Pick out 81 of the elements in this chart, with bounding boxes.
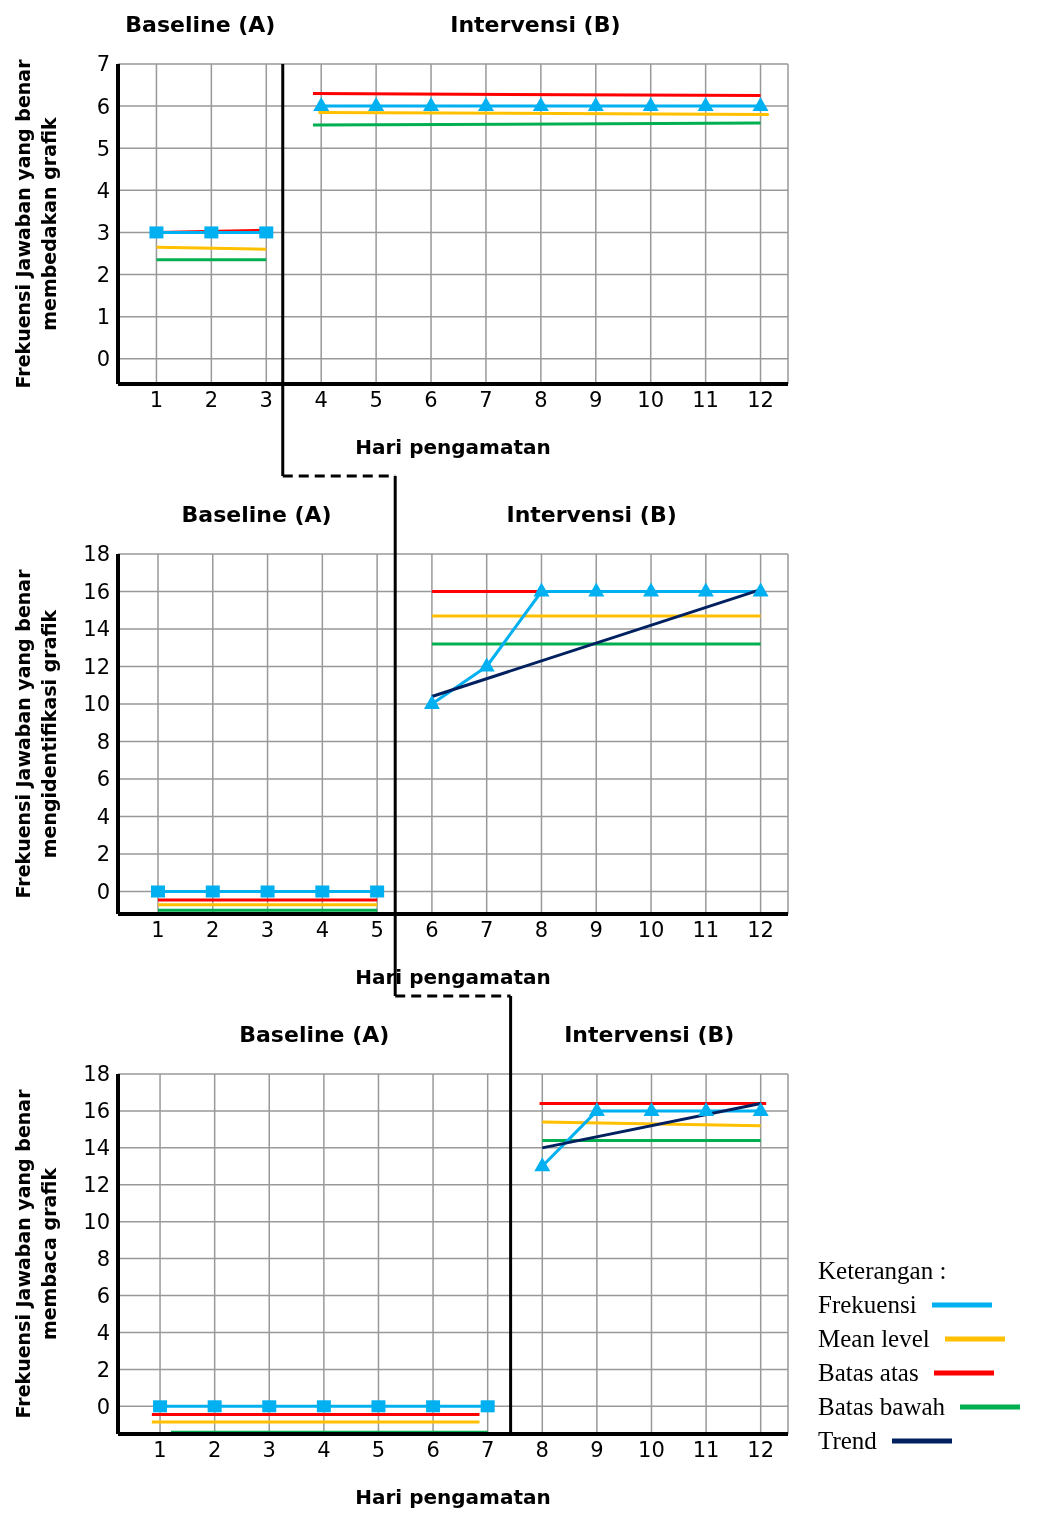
x-tick-label: 4 (317, 1437, 331, 1462)
x-tick-label: 6 (424, 387, 438, 412)
y-tick-label: 2 (96, 842, 110, 867)
text: Intervensi (B) (449, 12, 622, 37)
y-tick-label: 2 (96, 262, 110, 287)
x-tick-label: 9 (590, 1437, 604, 1462)
y-tick-label: 0 (96, 879, 110, 904)
x-tick-label: 1 (149, 387, 164, 412)
x-tick-label: 10 (638, 1437, 665, 1462)
y-tick-label: 4 (96, 804, 110, 829)
legend-title: Keterangan : (818, 1256, 948, 1286)
y-tick-label: 14 (83, 617, 110, 642)
x-tick-label: 8 (535, 1437, 549, 1462)
y-tick-label: 16 (83, 579, 110, 604)
y-tick-label: 5 (96, 136, 110, 161)
x-tick-label: 12 (747, 917, 774, 942)
x-tick-label: 9 (589, 917, 603, 942)
y-tick-label: 10 (83, 1210, 110, 1235)
text: Baseline (A) (180, 502, 333, 527)
y-tick-label: 6 (96, 94, 110, 119)
x-tick-label: 8 (534, 387, 548, 412)
y-tick-label: 8 (96, 729, 110, 754)
x-tick-label: 5 (371, 1437, 386, 1462)
text: Baseline (A) (238, 1022, 391, 1047)
text: Baseline (A) (124, 12, 277, 37)
x-tick-label: 6 (425, 917, 439, 942)
y-tick-label: 4 (96, 1320, 110, 1345)
x-tick-label: 10 (637, 387, 665, 412)
text: Intervensi (B) (505, 502, 678, 527)
y-tick-label: 1 (96, 305, 110, 330)
y-tick-label: 18 (83, 1062, 110, 1087)
y-axis-title: Frekuensi Jawaban yang benar mengidentifikasi grafik (12, 568, 60, 899)
x-tick-label: 2 (204, 387, 219, 412)
y-tick-label: 0 (96, 347, 110, 372)
legend-label: Frekuensi (818, 1290, 917, 1320)
y-tick-label: 4 (96, 178, 110, 203)
x-tick-label: 7 (480, 917, 494, 942)
legend-label: Batas atas (818, 1358, 919, 1388)
y-tick-label: 6 (96, 1283, 110, 1308)
x-tick-label: 8 (534, 917, 549, 942)
x-tick-label: 4 (315, 917, 330, 942)
x-tick-label: 1 (153, 1437, 167, 1462)
x-tick-label: 7 (480, 1437, 495, 1462)
y-tick-label: 12 (83, 654, 110, 679)
x-tick-label: 3 (260, 917, 275, 942)
x-tick-label: 10 (637, 917, 665, 942)
y-tick-label: 3 (96, 220, 110, 245)
y-tick-label: 16 (83, 1099, 110, 1124)
x-tick-label: 9 (589, 387, 603, 412)
text: Intervensi (B) (563, 1022, 736, 1047)
x-tick-label: 11 (692, 1437, 720, 1462)
y-tick-label: 7 (96, 52, 110, 77)
x-tick-label: 6 (426, 1437, 440, 1462)
y-tick-label: 6 (96, 767, 110, 792)
y-tick-label: 14 (83, 1136, 110, 1161)
legend-label: Batas bawah (818, 1392, 946, 1422)
y-axis-title: Frekuensi Jawaban yang benar membaca grafik (12, 1088, 60, 1419)
x-tick-label: 11 (692, 917, 720, 942)
x-tick-label: 3 (262, 1437, 276, 1462)
x-tick-label: 3 (259, 387, 273, 412)
x-tick-label: 11 (692, 387, 719, 412)
x-axis-title: Hari pengamatan (355, 1485, 551, 1509)
y-tick-label: 12 (83, 1173, 110, 1198)
y-tick-label: 2 (96, 1357, 110, 1382)
x-tick-label: 1 (151, 917, 165, 942)
x-tick-label: 4 (314, 387, 328, 412)
legend-label: Trend (818, 1426, 877, 1456)
y-tick-label: 0 (96, 1394, 110, 1419)
x-tick-label: 12 (747, 387, 774, 412)
y-axis-title: Frekuensi Jawaban yang benar membedakan grafik (12, 58, 60, 389)
x-tick-label: 5 (370, 917, 384, 942)
legend-label: Mean level (818, 1324, 930, 1354)
x-tick-label: 2 (207, 1437, 222, 1462)
x-tick-label: 7 (479, 387, 493, 412)
y-tick-label: 10 (83, 692, 110, 717)
x-tick-label: 12 (747, 1437, 775, 1462)
x-axis-title: Hari pengamatan (355, 435, 551, 459)
x-tick-label: 5 (369, 387, 383, 412)
y-tick-label: 18 (83, 542, 110, 567)
x-tick-label: 2 (206, 917, 220, 942)
y-tick-label: 8 (96, 1247, 110, 1272)
